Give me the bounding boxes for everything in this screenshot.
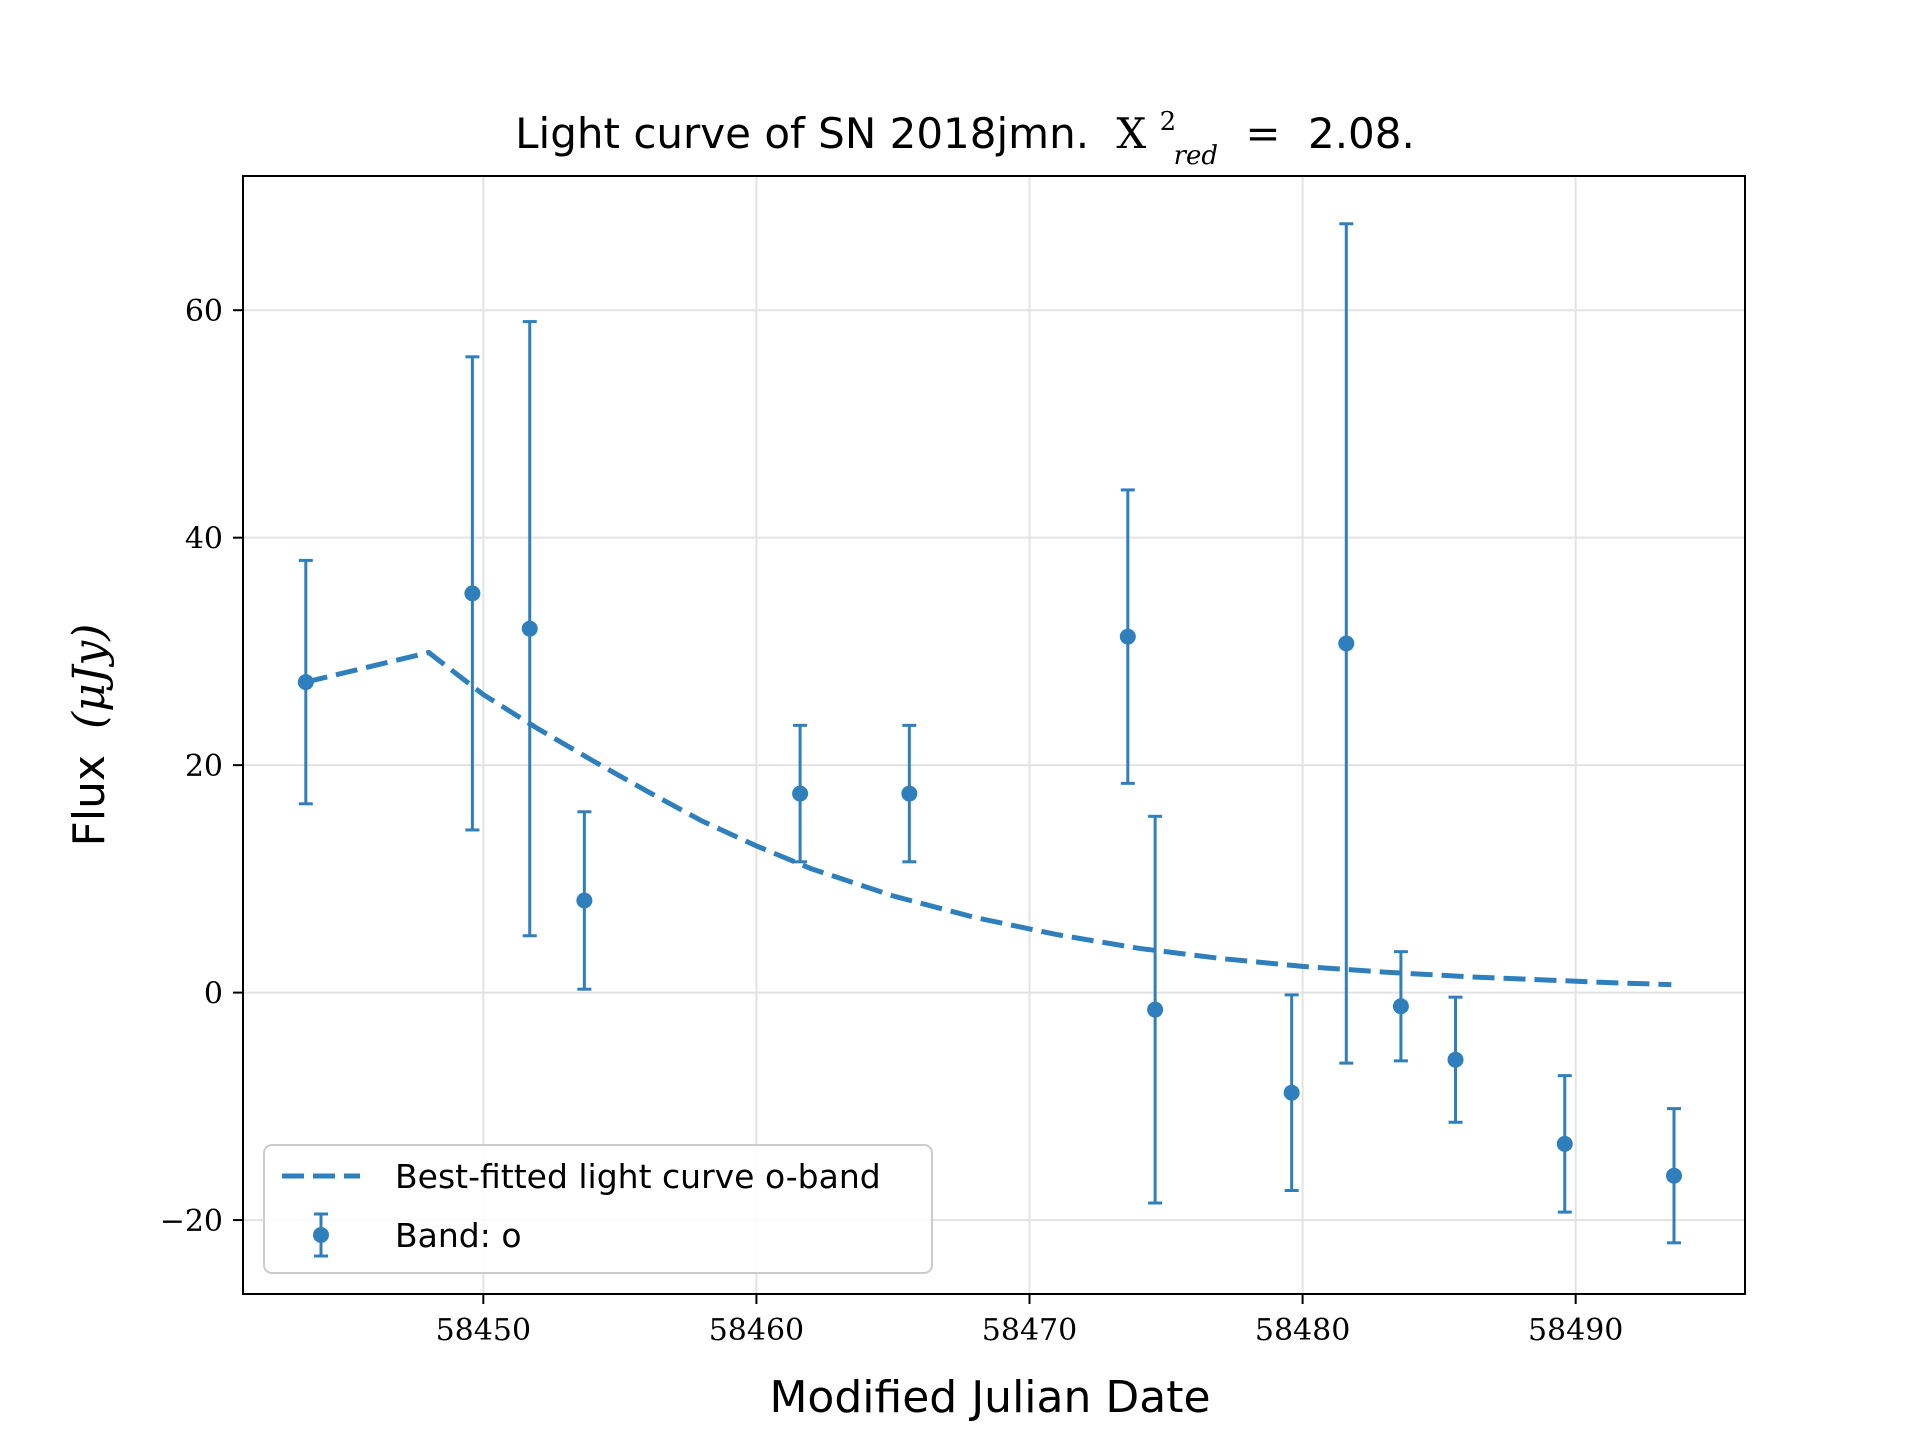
data-point	[576, 810, 593, 991]
data-marker	[1665, 1167, 1682, 1184]
legend: Best-fitted light curve o-band Band: o	[263, 1144, 933, 1274]
data-point	[1556, 1074, 1573, 1214]
data-marker	[1556, 1135, 1573, 1152]
chart-title-stat-value: 2.08.	[1308, 109, 1415, 158]
data-point	[1338, 222, 1355, 1065]
legend-points-label: Band: o	[395, 1216, 522, 1255]
x-axis-ticks: 58450 58460 58470 58480 58490	[436, 1294, 1623, 1348]
data-marker	[1338, 635, 1355, 652]
data-point	[1283, 993, 1300, 1193]
y-axis-label-unit: (μJy)	[64, 624, 115, 729]
data-point	[1665, 1107, 1682, 1245]
legend-errorbar-swatch	[313, 1212, 329, 1258]
data-marker	[1147, 1001, 1164, 1018]
legend-fit-label: Best-fitted light curve o-band	[395, 1157, 881, 1196]
y-tick-label: −20	[160, 1204, 223, 1239]
data-marker	[792, 785, 809, 802]
data-marker	[297, 674, 314, 691]
data-points-layer	[297, 222, 1682, 1245]
chart-title-stat-subscript: red	[1174, 141, 1218, 171]
y-tick-label: 40	[185, 522, 223, 557]
chart-title-stat-superscript: 2	[1160, 107, 1177, 137]
x-tick-label: 58450	[436, 1313, 531, 1348]
data-marker	[1283, 1084, 1300, 1101]
chart-title: Light curve of SN 2018jmn. X 2 red = 2.0…	[515, 91, 1415, 174]
fit-curve-line	[305, 649, 1672, 988]
data-marker	[901, 785, 918, 802]
fit-curve-layer	[305, 649, 1672, 988]
x-axis-label: Modified Julian Date	[769, 1372, 1210, 1423]
plot-frame	[242, 175, 1746, 1295]
x-tick-label: 58460	[709, 1313, 804, 1348]
data-point	[792, 723, 809, 864]
data-point	[1392, 950, 1409, 1063]
grid-lines	[243, 176, 1745, 1294]
y-tick-label: 0	[204, 977, 223, 1012]
data-point	[297, 558, 314, 806]
chart-title-prefix: Light curve of SN 2018jmn.	[515, 109, 1089, 158]
data-marker	[1392, 998, 1409, 1015]
data-point	[1147, 814, 1164, 1205]
data-point	[1447, 995, 1464, 1124]
data-point	[521, 320, 538, 938]
y-axis-label: Flux (μJy)	[64, 624, 115, 847]
chart-title-stat-equals: =	[1245, 109, 1280, 158]
x-tick-label: 58490	[1528, 1313, 1623, 1348]
data-marker	[1119, 628, 1136, 645]
data-point	[901, 723, 918, 864]
y-axis-ticks: −20 0 20 40 60	[160, 294, 243, 1239]
x-tick-label: 58480	[1255, 1313, 1350, 1348]
legend-box	[263, 1144, 933, 1274]
y-tick-label: 60	[185, 294, 223, 329]
x-tick-label: 58470	[982, 1313, 1077, 1348]
y-tick-label: 20	[185, 749, 223, 784]
data-marker	[464, 585, 481, 602]
chart-title-stat-symbol: X	[1116, 109, 1146, 158]
data-marker	[576, 892, 593, 909]
data-point	[464, 355, 481, 832]
y-axis-label-text: Flux	[64, 755, 115, 846]
data-marker	[521, 620, 538, 637]
data-marker	[1447, 1051, 1464, 1068]
data-point	[1119, 488, 1136, 785]
